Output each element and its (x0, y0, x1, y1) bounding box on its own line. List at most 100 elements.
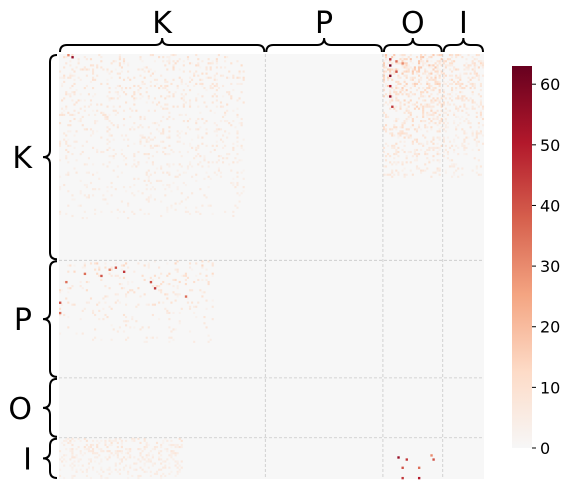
heatmap-cell (442, 155, 445, 158)
heatmap-cell (122, 124, 126, 127)
heatmap-cell (67, 76, 70, 79)
heatmap-cell (397, 134, 400, 137)
heatmap-cell (71, 437, 74, 440)
heatmap-cell (403, 144, 406, 147)
heatmap-cell (384, 124, 388, 127)
heatmap-cell (438, 136, 441, 139)
heatmap-cell (87, 105, 90, 108)
heatmap-cell (87, 448, 90, 451)
heatmap-cell (125, 316, 128, 319)
heatmap-cell (145, 153, 148, 156)
heatmap-cell (89, 103, 93, 106)
heatmap-cell (85, 196, 88, 199)
heatmap-cell (469, 64, 472, 67)
heatmap-cell (434, 70, 437, 73)
heatmap-cell (450, 99, 454, 102)
heatmap-cell (77, 464, 80, 467)
heatmap-cell (426, 87, 429, 90)
heatmap-cell (158, 101, 161, 104)
heatmap-cell (407, 95, 410, 98)
heatmap-cell (120, 87, 124, 90)
heatmap-cell (98, 188, 101, 191)
heatmap-cell (391, 87, 394, 90)
heatmap-cell (426, 82, 429, 85)
heatmap-cell (114, 60, 117, 63)
heatmap-cell (215, 144, 218, 147)
heatmap-cell (110, 274, 113, 277)
heatmap-cell (395, 126, 398, 129)
heatmap-cell (125, 303, 128, 306)
heatmap-cell (155, 470, 159, 473)
heatmap-cell (184, 82, 187, 85)
heatmap-cell (205, 120, 208, 123)
top-brace-p (265, 37, 383, 53)
heatmap-cell (83, 448, 86, 451)
heatmap-cell (221, 161, 225, 164)
heatmap-cell (232, 109, 235, 112)
heatmap-cell (420, 169, 423, 172)
heatmap-cell (415, 115, 419, 119)
heatmap-cell (116, 124, 119, 127)
heatmap-cell (240, 91, 243, 94)
heatmap-cell (112, 157, 115, 160)
heatmap-cell (475, 142, 478, 145)
heatmap-cell (436, 103, 439, 106)
heatmap-cell (172, 93, 175, 96)
heatmap-cell (106, 316, 109, 319)
heatmap-cell (92, 70, 95, 73)
heatmap-cell (63, 313, 66, 317)
heatmap-cell (69, 120, 72, 123)
heatmap-cell (172, 443, 175, 447)
heatmap-cell (219, 120, 223, 123)
heatmap-cell (160, 179, 163, 182)
heatmap-cell (162, 132, 165, 135)
heatmap-cell (143, 76, 146, 79)
heatmap-cell (116, 165, 119, 168)
heatmap-cell (422, 134, 425, 137)
heatmap-cell (389, 101, 392, 104)
heatmap-cell (83, 87, 86, 90)
heatmap-hot-cell (184, 295, 188, 298)
heatmap-cell (180, 155, 183, 158)
heatmap-cell (234, 186, 237, 189)
heatmap-cell (424, 136, 427, 139)
heatmap-cell (409, 87, 412, 90)
heatmap-cell (139, 124, 142, 127)
heatmap-cell (384, 113, 388, 116)
heatmap-cell (116, 97, 119, 100)
heatmap-cell (397, 68, 400, 71)
heatmap-cell (411, 124, 414, 127)
heatmap-cell (137, 437, 140, 440)
heatmap-cell (215, 72, 218, 75)
heatmap-cell (471, 99, 474, 102)
heatmap-cell (153, 78, 157, 81)
heatmap-cell (475, 130, 478, 133)
heatmap-cell (116, 84, 119, 88)
heatmap-cell (166, 103, 169, 106)
heatmap-cell (168, 340, 171, 343)
heatmap-cell (133, 194, 136, 197)
heatmap-hot-cell (153, 287, 157, 290)
heatmap-cell (455, 93, 458, 96)
heatmap-cell (120, 171, 124, 174)
heatmap-cell (168, 183, 171, 187)
heatmap-cell (114, 113, 117, 116)
heatmap-cell (133, 437, 136, 440)
heatmap-cell (139, 97, 142, 100)
heatmap-cell (176, 130, 179, 133)
heatmap-cell (395, 80, 398, 83)
heatmap-cell (207, 175, 210, 178)
heatmap-cell (77, 204, 80, 207)
heatmap-cell (143, 340, 146, 343)
heatmap-cell (83, 128, 86, 131)
heatmap-cell (195, 155, 198, 158)
heatmap-cell (236, 206, 239, 209)
heatmap-cell (438, 153, 441, 156)
heatmap-cell (104, 266, 107, 269)
heatmap-cell (215, 124, 218, 127)
top-brace-o (382, 37, 443, 53)
heatmap-cell (120, 283, 124, 286)
heatmap-cell (444, 124, 447, 127)
heatmap-cell (230, 181, 233, 185)
heatmap-cell (420, 128, 423, 131)
